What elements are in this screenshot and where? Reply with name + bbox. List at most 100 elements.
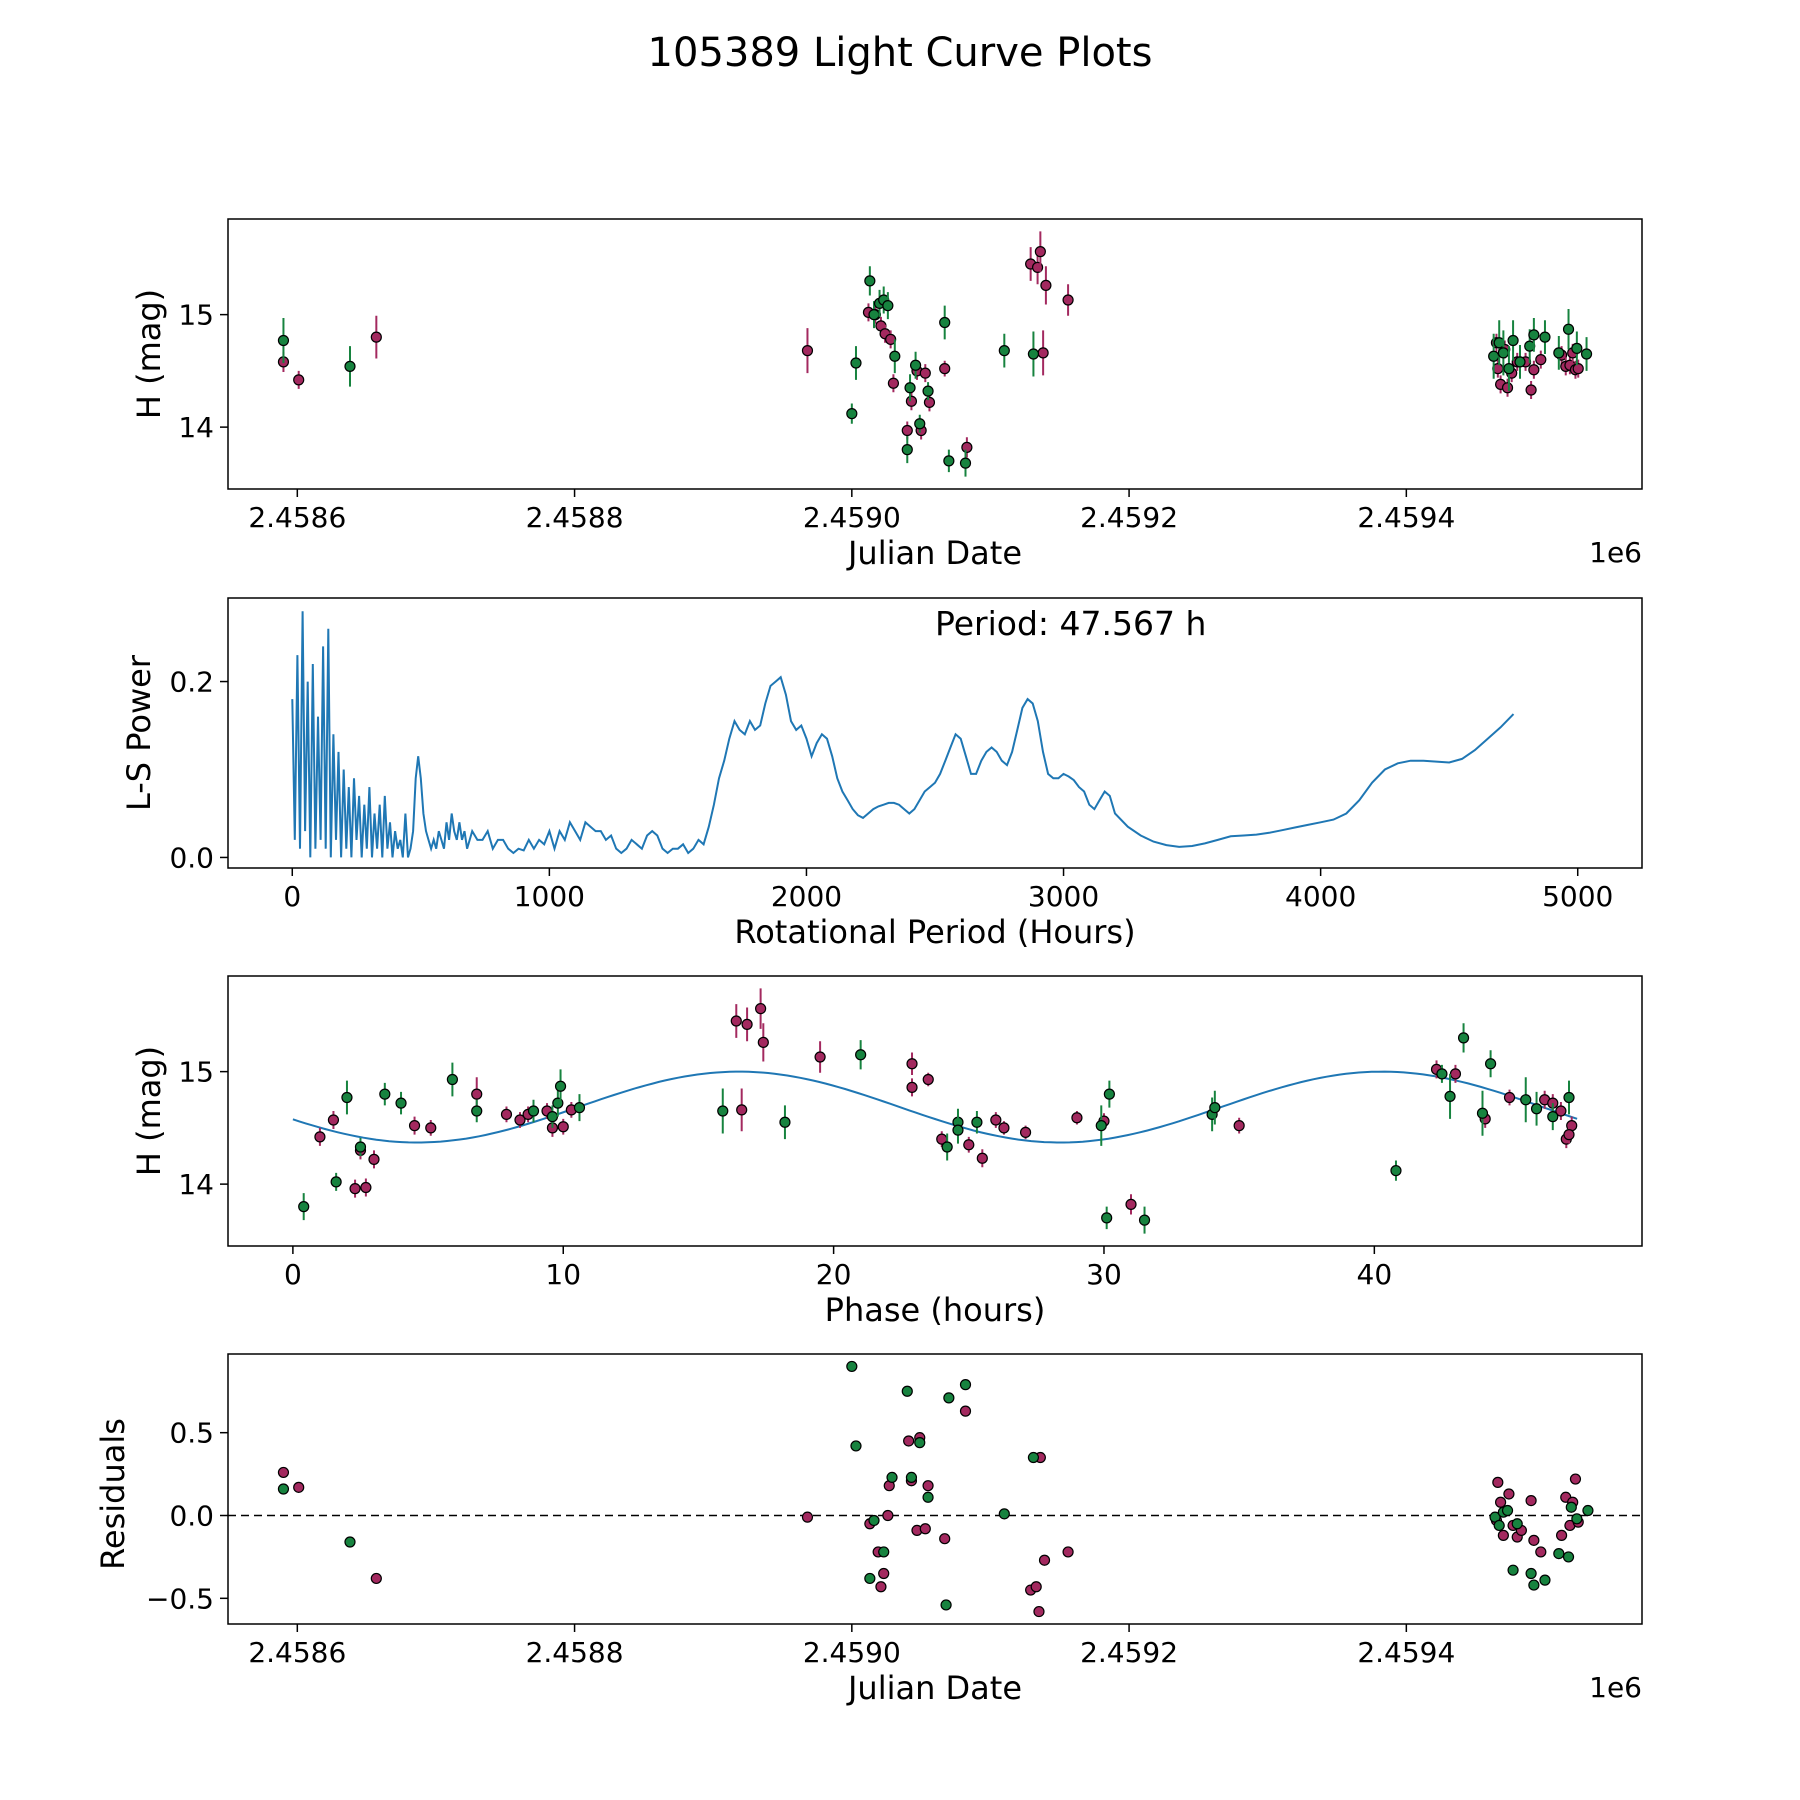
phased-point: [1019, 1126, 1032, 1138]
phased-point: [1476, 1107, 1489, 1119]
residuals-point: [1565, 1501, 1577, 1513]
lightcurve-point: [919, 367, 931, 379]
periodogram-xtick-label: 2000: [771, 880, 842, 913]
phased-point: [1563, 1091, 1575, 1104]
lightcurve-point: [1503, 363, 1515, 375]
phased-point: [1101, 1212, 1113, 1224]
residuals-point: [922, 1480, 934, 1492]
lightcurve-xlabel: Julian Date: [846, 534, 1022, 572]
lightcurve-point: [887, 377, 900, 389]
residuals-xtick-label: 2.4588: [526, 1636, 624, 1669]
phased-point: [717, 1105, 729, 1117]
residuals-point: [1494, 1496, 1507, 1508]
lightcurve-point: [901, 444, 913, 456]
periodogram-xlabel: Rotational Period (Hours): [734, 913, 1135, 951]
lightcurve-point: [943, 455, 955, 467]
lightcurve-xtick-label: 2.4588: [526, 501, 624, 534]
residuals-point: [1062, 1546, 1074, 1558]
phased-point: [1095, 1120, 1107, 1132]
residuals-point: [886, 1471, 898, 1484]
phased-point: [314, 1131, 326, 1143]
lightcurve-xtick-label: 2.4594: [1357, 501, 1455, 534]
phased-point: [471, 1088, 483, 1100]
lightcurve-point: [901, 424, 913, 437]
lightcurve-axes-frame: [227, 218, 1643, 490]
lightcurve-point: [1553, 347, 1565, 359]
residuals-point: [277, 1466, 290, 1479]
residuals-point: [905, 1471, 918, 1484]
phased-point: [998, 1122, 1010, 1134]
phased-point: [546, 1111, 559, 1123]
residuals-xtick-label: 2.4594: [1357, 1636, 1455, 1669]
phased-point: [425, 1122, 437, 1134]
phased-point: [976, 1152, 988, 1164]
phased-point: [1520, 1094, 1532, 1106]
lightcurve-point: [1501, 382, 1514, 394]
lightcurve-point: [1562, 323, 1575, 335]
phased-point: [330, 1176, 342, 1188]
lightcurve-point: [868, 309, 880, 321]
residuals-point: [901, 1385, 913, 1397]
residuals-axes-frame: [227, 1353, 1643, 1625]
phased-point: [341, 1091, 353, 1104]
phased-ylabel: H (mag): [130, 1046, 168, 1176]
lightcurve-point: [1514, 356, 1526, 368]
phased-xtick-label: 30: [1086, 1258, 1122, 1291]
phased-point: [755, 1003, 767, 1015]
lightcurve-point: [909, 359, 922, 371]
residuals-point: [943, 1392, 955, 1404]
phased-point: [814, 1051, 826, 1063]
periodogram-plot-area: 0 1000 2000 3000 4000 5000 0.0 0.2: [169, 611, 1613, 913]
phased-point: [730, 1015, 742, 1027]
phased-point: [1103, 1088, 1115, 1100]
phased-point: [1071, 1112, 1083, 1124]
lightcurve-x-offset-label: 1e6: [1589, 536, 1642, 569]
model-curve: [292, 1070, 1578, 1144]
phased-point: [360, 1181, 372, 1194]
lightcurve-point: [1034, 246, 1046, 258]
phased-point: [354, 1141, 367, 1153]
phased-point: [741, 1018, 753, 1030]
lightcurve-point: [922, 385, 934, 397]
lightcurve-point: [1528, 329, 1540, 341]
residuals-point: [277, 1483, 290, 1495]
phased-plot-area: 0 10 20 30 40 14 15: [178, 988, 1578, 1291]
residuals-point: [1033, 1605, 1045, 1618]
residuals-ylabel: Residuals: [94, 1418, 132, 1570]
phased-point: [855, 1049, 867, 1061]
residuals-point: [370, 1572, 382, 1585]
phased-point: [1444, 1090, 1456, 1102]
residuals-point: [919, 1523, 931, 1535]
residuals-point: [1493, 1519, 1505, 1532]
residuals-point: [1503, 1488, 1515, 1500]
phased-point: [368, 1153, 380, 1165]
lightcurve-panel: 2.4586 2.4588 2.4590 2.4592 2.4594 14 15 Julia…: [130, 218, 1643, 572]
residuals-xlabel: Julian Date: [846, 1669, 1022, 1707]
phased-point: [757, 1036, 769, 1048]
lightcurve-point: [846, 408, 858, 420]
phased-point: [327, 1114, 340, 1126]
lightcurve-point: [370, 331, 382, 343]
residuals-point: [1553, 1548, 1565, 1560]
residuals-point: [1569, 1473, 1582, 1485]
lightcurve-point: [1040, 279, 1052, 291]
residuals-point: [1539, 1574, 1551, 1586]
lightcurve-xtick-label: 2.4586: [248, 501, 346, 534]
residuals-marks: [228, 1360, 1642, 1618]
residuals-x-offset-label: 1e6: [1589, 1671, 1642, 1704]
residuals-point: [878, 1567, 890, 1580]
residuals-point: [1528, 1534, 1540, 1546]
phased-point: [1503, 1091, 1516, 1104]
residuals-point: [293, 1481, 305, 1493]
phased-point: [1436, 1068, 1448, 1080]
residuals-point: [1030, 1581, 1042, 1593]
phased-point: [514, 1114, 526, 1126]
phased-point: [941, 1141, 953, 1153]
lightcurve-point: [905, 395, 918, 407]
residuals-point: [1027, 1451, 1040, 1464]
phased-ytick-label: 14: [178, 1168, 214, 1201]
phased-xtick-label: 20: [816, 1258, 852, 1291]
lightcurve-point: [864, 275, 876, 287]
residuals-point: [939, 1533, 951, 1545]
periodogram-xtick-label: 5000: [1542, 880, 1613, 913]
